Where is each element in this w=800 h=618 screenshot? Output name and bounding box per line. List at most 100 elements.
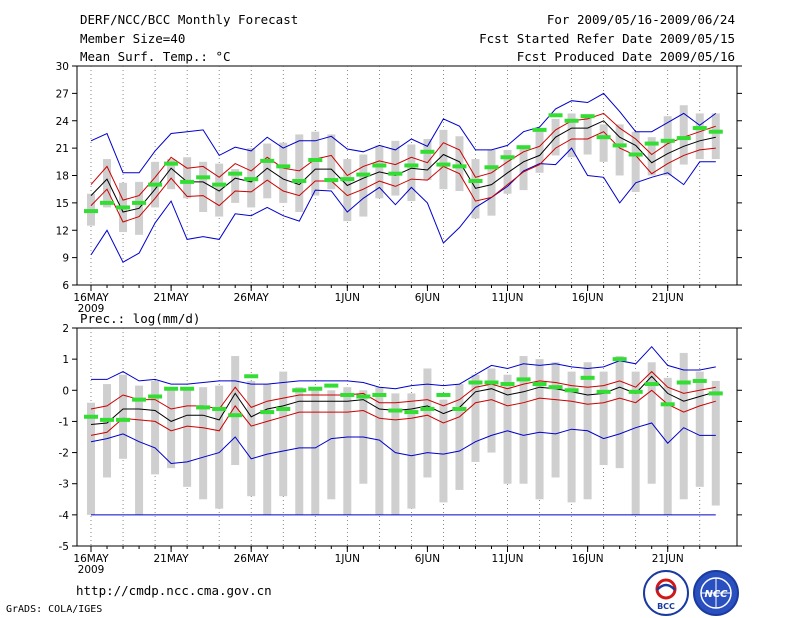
ncc-logo-text: NCC [704,589,728,600]
ensemble-box [631,131,640,192]
ensemble-box [615,356,624,469]
y-tick-label: 24 [56,116,70,128]
x-tick-label: 11JUN [492,553,524,565]
x-tick-label: 26MAY [234,553,270,565]
observed-marker [644,141,659,146]
y-tick-label: 12 [56,225,69,237]
ensemble-box [279,371,288,497]
ensemble-box [487,149,496,216]
observed-marker [628,152,643,157]
ensemble-box [215,385,224,509]
x-year-label: 2009 [78,564,105,576]
x-tick-label: 1JUN [335,553,360,565]
observed-marker [500,155,515,160]
ensemble-box [663,116,672,176]
forecast-period: For 2009/05/16-2009/06/24 [546,12,735,27]
observed-marker [324,178,339,183]
bcc-logo: BCC [643,570,689,616]
x-tick-label: 21MAY [154,553,190,565]
bcc-logo-icon: BCC [655,578,677,611]
ensemble-box [711,380,720,506]
y-tick-label: 9 [62,253,69,265]
ensemble-box [263,384,272,515]
observed-marker [628,389,643,394]
observed-marker [228,171,243,176]
observed-marker [692,126,707,131]
ensemble-box [503,149,512,194]
ensemble-box [199,161,208,212]
ensemble-box [455,136,464,192]
max-line [91,345,716,390]
observed-marker [484,380,499,385]
ensemble-box [311,131,320,196]
ensemble-box [487,368,496,453]
observed-marker [308,157,323,162]
observed-marker [404,163,419,168]
observed-marker [292,388,307,393]
ensemble-box [359,154,368,217]
precip-label: Prec.: log(mm/d) [80,311,201,326]
observed-marker [580,114,595,119]
ensemble-box [103,384,112,478]
ensemble-box [439,399,448,503]
observed-marker [660,138,675,143]
source-url[interactable]: http://cmdp.ncc.cma.gov.cn [76,583,272,598]
ensemble-box [295,134,304,212]
ensemble-box [663,377,672,515]
y-tick-label: -4 [59,510,70,522]
y-tick-label: -1 [59,416,69,428]
y-tick-label: 2 [62,323,69,335]
ensemble-box [599,371,608,466]
observed-marker [340,392,355,397]
ensemble-box [279,142,288,203]
observed-marker [116,205,131,210]
ncc-logo: NCC [693,570,739,616]
ensemble-box [471,374,480,462]
lower-spread-line [90,389,716,436]
ensemble-box [551,362,560,478]
observed-marker [164,161,179,166]
observed-marker [260,158,275,163]
observed-marker [660,402,675,407]
observed-marker [596,389,611,394]
x-tick-label: 16JUN [572,553,604,565]
observed-marker [276,406,291,411]
observed-marker [468,178,483,183]
observed-marker [468,380,483,385]
ensemble-box [295,387,304,515]
ensemble-box [375,387,384,515]
ensemble-box [119,374,128,459]
ensemble-box [695,371,704,487]
ensemble-box [231,356,240,466]
grads-credit: GrADS: COLA/IGES [6,604,103,615]
y-tick-label: -2 [59,448,69,460]
observed-marker [180,179,195,184]
ensemble-box [391,393,400,515]
observed-marker [612,357,627,362]
x-tick-label: 6JUN [415,553,440,565]
ensemble-box [599,124,608,162]
x-tick-label: 21MAY [154,292,190,304]
upper-spread-line [90,370,716,410]
observed-marker [84,209,99,214]
ncc-logo-icon: NCC [700,577,732,609]
x-tick-label: 1JUN [335,292,360,304]
variable-label: Mean Surf. Temp.: °C [80,49,231,64]
observed-marker [388,408,403,413]
x-tick-label: 16MAY [73,292,109,304]
min-line [90,147,716,263]
observed-marker [212,406,227,411]
ensemble-box [183,387,192,487]
ensemble-box [391,140,400,196]
observed-marker [516,145,531,150]
observed-marker [420,149,435,154]
observed-marker [372,163,387,168]
y-tick-label: 18 [56,171,69,183]
ensemble-box [327,390,336,500]
observed-marker [148,182,163,187]
ensemble-box [519,356,528,484]
ensemble-box [183,157,192,199]
observed-marker [580,375,595,380]
observed-marker [292,178,307,183]
y-tick-label: 21 [56,143,69,155]
